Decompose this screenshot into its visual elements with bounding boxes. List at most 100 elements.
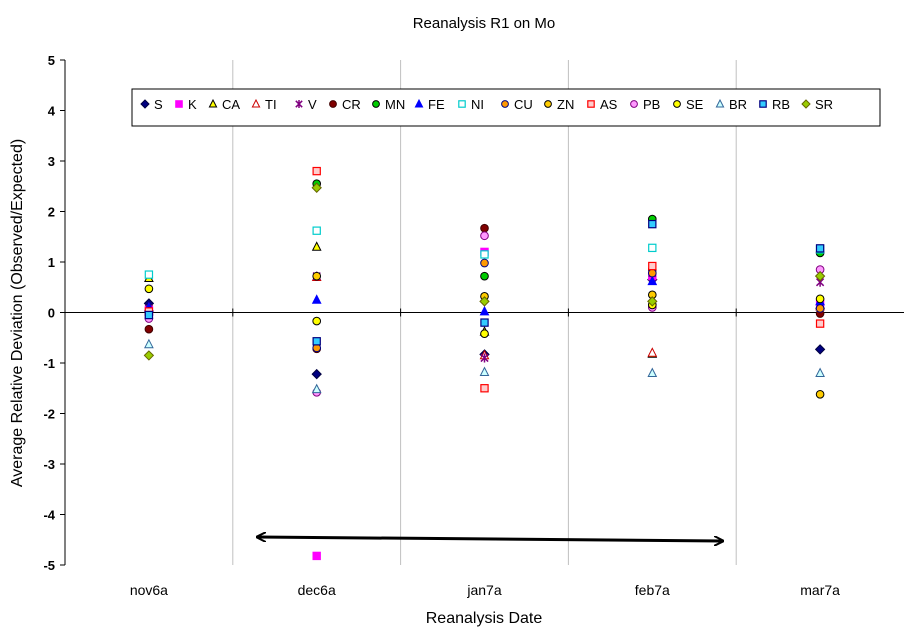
legend-item-cr: CR [329, 97, 361, 112]
legend-marker [295, 100, 303, 108]
x-tick-label: feb7a [635, 582, 670, 598]
data-point-se [815, 294, 825, 304]
legend-item-cu: CU [501, 97, 533, 112]
data-point-br [815, 367, 825, 377]
data-point-rb [648, 219, 657, 229]
y-tick-label: -5 [43, 558, 55, 573]
data-point-v [480, 353, 489, 363]
legend-item-ti: TI [251, 97, 277, 112]
y-tick-label: 4 [48, 104, 56, 119]
legend-marker [414, 98, 424, 108]
legend-item-s: S [140, 97, 163, 112]
legend-label: AS [600, 97, 618, 112]
legend-marker [140, 99, 150, 109]
data-point-ni [144, 270, 154, 279]
data-point-ni [312, 226, 321, 235]
legend-marker [715, 98, 725, 108]
data-point-sr [479, 296, 490, 307]
data-point-se [144, 284, 154, 294]
data-point-rb [144, 310, 154, 320]
y-tick-label: -3 [43, 457, 55, 472]
data-points [143, 166, 826, 561]
data-point-zn [312, 271, 322, 281]
data-point-as [480, 384, 489, 393]
legend-item-rb: RB [759, 97, 790, 112]
data-point-cu [480, 258, 489, 268]
legend-marker [208, 98, 218, 108]
y-tick-label: 3 [48, 154, 55, 169]
data-point-ti [647, 347, 658, 357]
legend-marker [372, 100, 380, 108]
data-point-cu [647, 268, 657, 278]
data-point-as [312, 166, 321, 176]
x-tick-labels: nov6a dec6a jan7a feb7a mar7a [130, 582, 840, 598]
legend-label: V [308, 97, 317, 112]
legend-item-k: K [175, 97, 197, 112]
range-arrow-line [258, 537, 722, 541]
legend-marker [801, 99, 811, 109]
data-point-fe [647, 275, 658, 286]
legend-marker [175, 100, 183, 108]
y-axis-label: Average Relative Deviation (Observed/Exp… [9, 139, 26, 487]
y-tick-label: -4 [43, 508, 55, 523]
data-point-fe [311, 294, 322, 304]
x-tick-label: jan7a [466, 582, 501, 598]
legend-item-zn: ZN [544, 97, 574, 112]
legend-item-ca: CA [208, 97, 240, 112]
legend-label: PB [643, 97, 660, 112]
legend-item-as: AS [587, 97, 618, 112]
legend-label: NI [471, 97, 484, 112]
data-point-fe [479, 305, 490, 316]
legend-item-v: V [295, 97, 317, 112]
legend-marker [759, 100, 767, 108]
legend-marker [544, 100, 552, 108]
legend: S K CA TI V CR MN FE NI CU ZN AS PB SE BR RB SR [131, 88, 881, 127]
legend-item-se: SE [673, 97, 704, 112]
legend-marker [458, 100, 466, 108]
data-point-s [814, 344, 826, 355]
legend-label: TI [265, 97, 277, 112]
data-point-sr [311, 182, 322, 193]
y-tick-label: 0 [48, 306, 55, 321]
legend-item-pb: PB [630, 97, 660, 112]
y-tick-label: 1 [48, 255, 55, 270]
data-point-br [144, 338, 154, 349]
legend-label: SE [686, 97, 704, 112]
data-point-k [312, 551, 321, 561]
y-tick-label: 5 [48, 53, 55, 68]
x-tick-label: dec6a [298, 582, 336, 598]
chart-title: Reanalysis R1 on Mo [413, 15, 556, 32]
data-point-br [479, 366, 490, 376]
x-tick-label: nov6a [130, 582, 168, 598]
data-point-zn [815, 389, 825, 399]
legend-label: SR [815, 97, 833, 112]
legend-marker [630, 100, 638, 108]
y-tick-label: 2 [48, 205, 55, 220]
legend-label: S [154, 97, 163, 112]
legend-label: K [188, 97, 197, 112]
legend-marker [673, 100, 681, 108]
legend-item-br: BR [715, 97, 747, 112]
data-point-rb [312, 337, 321, 346]
legend-item-sr: SR [801, 97, 833, 112]
data-point-ni [648, 243, 657, 253]
data-point-br [647, 367, 658, 377]
data-point-as [815, 319, 825, 328]
data-point-cr [480, 223, 489, 233]
legend-marker [587, 100, 595, 108]
data-point-sr [143, 350, 155, 361]
data-point-br [311, 383, 322, 394]
data-point-sr [647, 296, 658, 307]
data-point-ca [311, 241, 322, 251]
legend-marker [251, 98, 261, 108]
data-point-ni [480, 250, 489, 259]
legend-label: FE [428, 97, 445, 112]
legend-label: ZN [557, 97, 574, 112]
legend-item-mn: MN [372, 97, 405, 112]
x-tick-label: mar7a [800, 582, 840, 598]
data-point-sr [814, 270, 826, 282]
y-tick-labels: 5 4 3 2 1 0 -1 -2 -3 -4 -5 [43, 53, 55, 573]
range-arrow [258, 537, 722, 541]
data-point-as [648, 261, 657, 271]
